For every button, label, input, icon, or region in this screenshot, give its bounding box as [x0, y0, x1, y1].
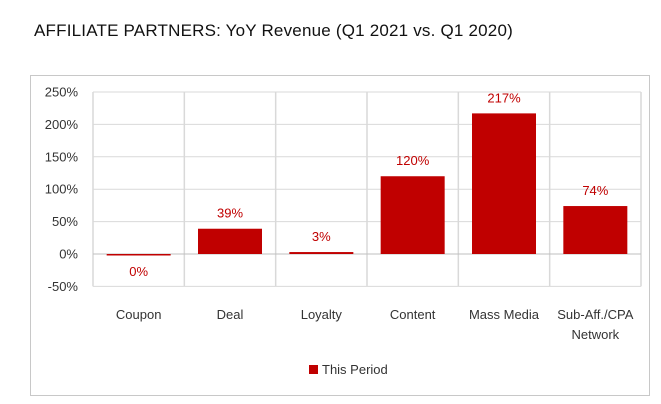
bar-loyalty	[289, 252, 354, 254]
chart-title: AFFILIATE PARTNERS: YoY Revenue (Q1 2021…	[34, 21, 513, 40]
x-category-label: Mass Media	[469, 307, 540, 322]
legend: This Period	[309, 362, 388, 377]
bar-coupon	[106, 254, 171, 256]
gridlines	[92, 91, 642, 287]
data-label: 3%	[312, 229, 331, 244]
y-tick-label: -50%	[48, 279, 79, 294]
data-labels: 0% 39% 3% 120% 217% 74%	[129, 90, 609, 279]
bar-deal	[198, 228, 262, 254]
data-label: 74%	[582, 183, 608, 198]
y-axis: 250% 200% 150% 100% 50% 0% -50%	[45, 85, 79, 294]
x-axis: Coupon Deal Loyalty Content Mass Media Sub-Af…	[116, 307, 634, 342]
y-tick-label: 0%	[59, 247, 78, 262]
x-category-label: Network	[571, 327, 619, 342]
legend-label: This Period	[322, 362, 388, 377]
data-label: 120%	[396, 153, 430, 168]
bar-content	[380, 176, 445, 254]
y-tick-label: 100%	[45, 182, 79, 197]
chart-frame	[30, 75, 650, 396]
legend-swatch	[309, 365, 318, 374]
bar-sub-aff-cpa-network	[563, 206, 628, 254]
x-category-label: Coupon	[116, 307, 162, 322]
bars	[106, 113, 628, 256]
y-tick-label: 150%	[45, 149, 79, 164]
data-label: 0%	[129, 264, 148, 279]
data-label: 39%	[217, 206, 243, 221]
data-label: 217%	[487, 90, 521, 105]
x-category-label: Loyalty	[301, 307, 343, 322]
y-tick-label: 50%	[52, 214, 78, 229]
y-tick-label: 250%	[45, 85, 79, 100]
x-category-label: Content	[390, 307, 436, 322]
bar-mass-media	[472, 113, 536, 254]
y-tick-label: 200%	[45, 117, 79, 132]
x-category-label: Deal	[217, 307, 244, 322]
x-category-label: Sub-Aff./CPA	[557, 307, 633, 322]
